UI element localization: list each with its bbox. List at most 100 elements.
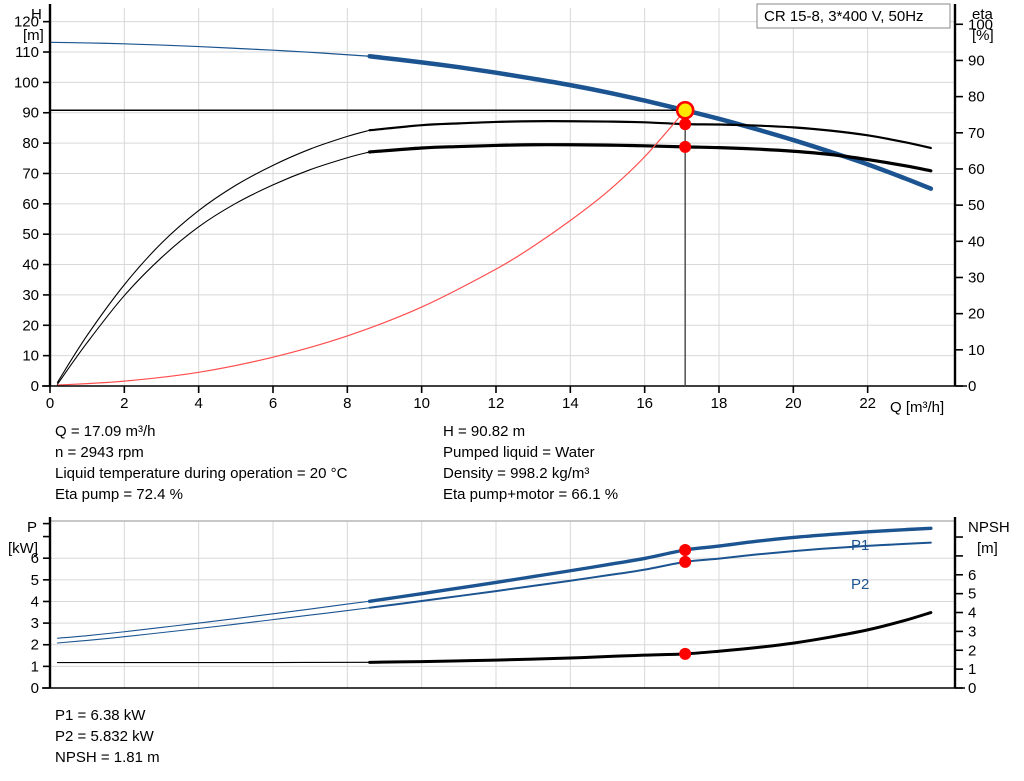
h-tick-80: 80 — [22, 135, 39, 152]
duty-info-right-column: H = 90.82 m Pumped liquid = Water Densit… — [443, 421, 618, 505]
info-p1: P1 = 6.38 kW — [55, 707, 146, 724]
curve-npsh-operating-range- — [368, 611, 933, 664]
eta-pump-duty-dot — [679, 118, 692, 131]
model-title-label: CR 15-8, 3*400 V, 50Hz — [764, 8, 924, 25]
power-info-block: P1 = 6.38 kW P2 = 5.832 kW NPSH = 1.81 m — [55, 705, 160, 768]
eta-tick-70: 70 — [968, 125, 985, 142]
info-flow: Q = 17.09 m³/h — [55, 423, 156, 440]
npsh-axis-title-line2: [m] — [977, 540, 998, 557]
p-tick-0: 0 — [31, 680, 39, 697]
h-tick-60: 60 — [22, 196, 39, 213]
curve-p2-thin-extension- — [56, 607, 371, 644]
h-tick-120: 120 — [14, 14, 39, 31]
p1-duty-dot — [679, 543, 692, 556]
bottom-chart-axes — [42, 517, 965, 689]
q-tick-10: 10 — [413, 395, 430, 412]
eta-tick-100: 100 — [968, 16, 993, 33]
curve-p2-operating-range- — [368, 541, 932, 609]
top-chart-tick-labels: 0102030405060708090100110120010203040506… — [14, 14, 993, 412]
p-tick-6: 6 — [31, 550, 39, 567]
info-eta-pump: Eta pump = 72.4 % — [55, 486, 183, 503]
top-chart-axes — [42, 4, 967, 393]
eta-tick-30: 30 — [968, 269, 985, 286]
h-tick-30: 30 — [22, 287, 39, 304]
q-tick-2: 2 — [120, 395, 128, 412]
npsh-tick-2: 2 — [968, 642, 976, 659]
h-axis-title-line2: [m] — [23, 27, 44, 44]
eta-pump-motor-duty-dot — [679, 140, 692, 153]
q-tick-8: 8 — [343, 395, 351, 412]
duty-info-left-column: Q = 17.09 m³/h n = 2943 rpm Liquid tempe… — [55, 421, 347, 505]
npsh-axis-title-line1: NPSH — [968, 519, 1010, 536]
eta-tick-0: 0 — [968, 378, 976, 395]
bottom-chart-duty-markers — [679, 543, 692, 660]
eta-tick-60: 60 — [968, 161, 985, 178]
info-npsh: NPSH = 1.81 m — [55, 749, 160, 766]
q-tick-4: 4 — [194, 395, 202, 412]
p-axis-title-line2: [kW] — [8, 540, 38, 557]
h-axis-title-line1: H — [31, 6, 42, 23]
h-tick-50: 50 — [22, 226, 39, 243]
npsh-tick-0: 0 — [968, 680, 976, 697]
h-tick-90: 90 — [22, 105, 39, 122]
eta-tick-20: 20 — [968, 306, 985, 323]
q-tick-0: 0 — [46, 395, 54, 412]
info-speed: n = 2943 rpm — [55, 444, 144, 461]
info-pumped-liquid: Pumped liquid = Water — [443, 444, 595, 461]
q-tick-12: 12 — [488, 395, 505, 412]
p-tick-1: 1 — [31, 658, 39, 675]
npsh-tick-3: 3 — [968, 623, 976, 640]
curve-eta-pump-operating-range- — [368, 120, 932, 150]
eta-axis-title-line2: [%] — [972, 27, 994, 44]
npsh-tick-1: 1 — [968, 661, 976, 678]
eta-tick-50: 50 — [968, 197, 985, 214]
top-chart-curves — [49, 41, 934, 386]
q-tick-18: 18 — [711, 395, 728, 412]
eta-axis-title-line1: eta — [972, 6, 994, 23]
top-chart-duty-markers — [50, 100, 695, 386]
npsh-tick-4: 4 — [968, 605, 976, 622]
h-tick-100: 100 — [14, 74, 39, 91]
curve-h-head-curve-thin-extension- — [49, 41, 371, 57]
info-head: H = 90.82 m — [443, 423, 526, 440]
h-tick-110: 110 — [15, 44, 39, 61]
p-tick-3: 3 — [31, 615, 39, 632]
p2-duty-dot — [679, 555, 692, 568]
curve-eta-pump-motor-operating-range- — [368, 143, 933, 173]
info-eta-pump-motor: Eta pump+motor = 66.1 % — [443, 486, 619, 503]
info-p2: P2 = 5.832 kW — [55, 728, 154, 745]
npsh-duty-dot — [679, 647, 692, 660]
h-tick-40: 40 — [22, 257, 39, 274]
head-efficiency-chart: 0 10 20 30 40 50 60 70 80 90 100 110 120 0 10 20 30 40 50 6… — [14, 3, 994, 416]
q-tick-6: 6 — [269, 395, 277, 412]
p-axis-title-line1: P — [27, 519, 37, 536]
p-tick-5: 5 — [31, 572, 39, 589]
curve-p1-thin-extension- — [56, 600, 371, 639]
curve-eta-pump-thin-extension- — [56, 129, 371, 383]
eta-tick-90: 90 — [968, 52, 985, 69]
h-tick-0: 0 — [31, 378, 39, 395]
npsh-tick-5: 5 — [968, 586, 976, 603]
top-chart-gridlines — [50, 8, 955, 386]
eta-tick-80: 80 — [968, 89, 985, 106]
model-title-box: CR 15-8, 3*400 V, 50Hz — [756, 3, 951, 29]
p1-curve-label: P1 — [851, 537, 869, 554]
p-tick-2: 2 — [31, 637, 39, 654]
curve-npsh-reference-red- — [56, 109, 686, 386]
h-tick-70: 70 — [22, 165, 39, 182]
npsh-tick-6: 6 — [968, 567, 976, 584]
eta-tick-10: 10 — [968, 342, 985, 359]
curve-p1-operating-range- — [367, 526, 933, 603]
p2-curve-label: P2 — [851, 576, 869, 593]
q-tick-20: 20 — [785, 395, 802, 412]
h-tick-20: 20 — [22, 317, 39, 334]
bottom-chart-curves — [56, 526, 933, 664]
q-axis-title: Q [m³/h] — [890, 399, 944, 416]
h-tick-10: 10 — [22, 348, 39, 365]
p-tick-4: 4 — [31, 593, 39, 610]
q-tick-16: 16 — [636, 395, 653, 412]
info-liquid-temperature: Liquid temperature during operation = 20… — [55, 465, 348, 482]
